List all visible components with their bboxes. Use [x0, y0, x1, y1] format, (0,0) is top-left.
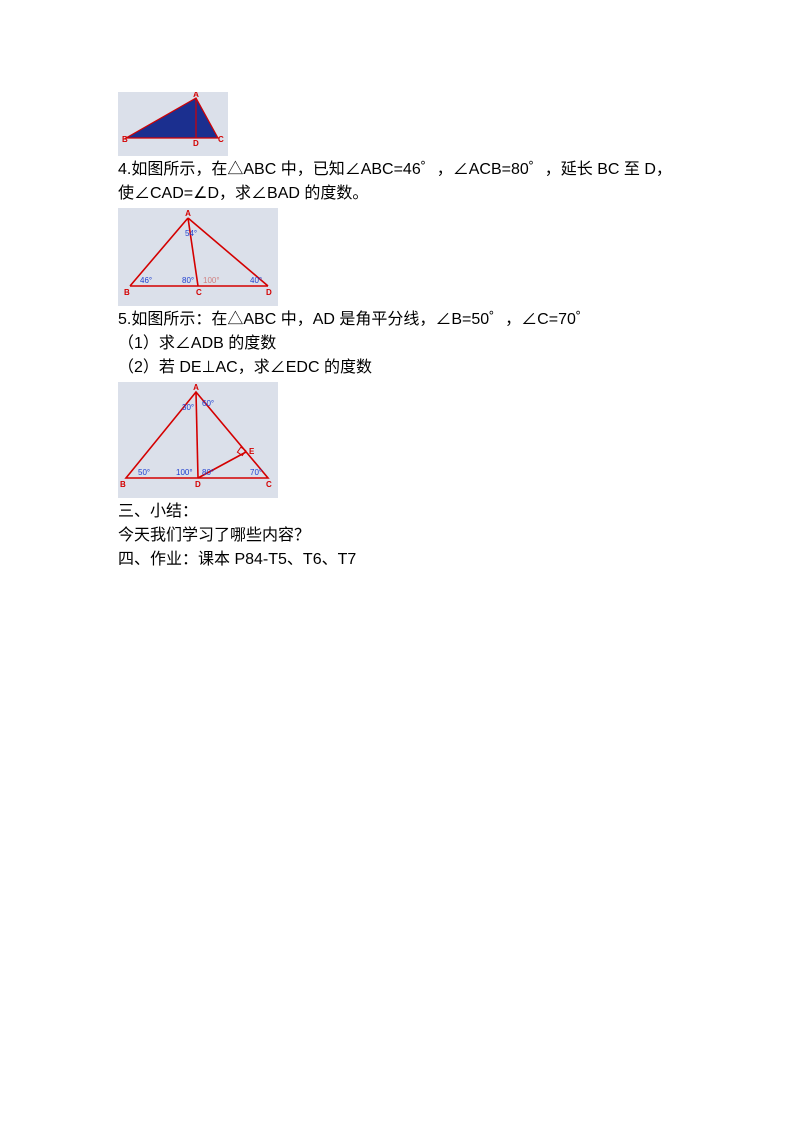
svg-text:C: C [218, 135, 224, 144]
problem-4-line-2: 使∠CAD=∠D，求∠BAD 的度数。 [118, 182, 683, 206]
svg-text:60°: 60° [202, 399, 214, 408]
section-3-title: 三、小结： [118, 500, 683, 524]
svg-text:50°: 50° [138, 468, 150, 477]
svg-text:54°: 54° [185, 229, 197, 238]
svg-text:D: D [266, 288, 272, 297]
svg-text:B: B [120, 480, 126, 489]
svg-text:100°: 100° [203, 276, 220, 285]
problem-5-line-3: （2）若 DE⊥AC，求∠EDC 的度数 [118, 356, 683, 380]
svg-text:80°: 80° [182, 276, 194, 285]
svg-text:A: A [193, 92, 199, 99]
svg-text:30°: 30° [182, 403, 194, 412]
svg-text:D: D [195, 480, 201, 489]
svg-text:40°: 40° [250, 276, 262, 285]
figure-2: A B C D 46° 80° 100° 54° 40° [118, 208, 278, 306]
figure-3: A B C D E 50° 30° 60° 100° 80° 70° | [118, 382, 278, 498]
svg-text:80°: 80° [202, 468, 214, 477]
svg-text:A: A [193, 383, 199, 392]
problem-4-line-1: 4.如图所示，在△ABC 中，已知∠ABC=46゜，∠ACB=80゜，延长 BC… [118, 158, 683, 182]
svg-text:B: B [124, 288, 130, 297]
svg-text:E: E [249, 447, 255, 456]
problem-5-line-2: （1）求∠ADB 的度数 [118, 332, 683, 356]
section-3-body: 今天我们学习了哪些内容？ [118, 524, 683, 548]
svg-text:B: B [122, 135, 128, 144]
svg-text:C: C [266, 480, 272, 489]
svg-text:100°: 100° [176, 468, 193, 477]
figure-1: A B D C [118, 92, 228, 156]
problem-5-line-1: 5.如图所示：在△ABC 中，AD 是角平分线，∠B=50゜，∠C=70゜ [118, 308, 683, 332]
svg-text:70°: 70° [250, 468, 262, 477]
svg-text:C: C [196, 288, 202, 297]
svg-text:D: D [193, 139, 199, 148]
svg-text:46°: 46° [140, 276, 152, 285]
svg-text:A: A [185, 209, 191, 218]
section-4: 四、作业：课本 P84-T5、T6、T7 [118, 548, 683, 572]
